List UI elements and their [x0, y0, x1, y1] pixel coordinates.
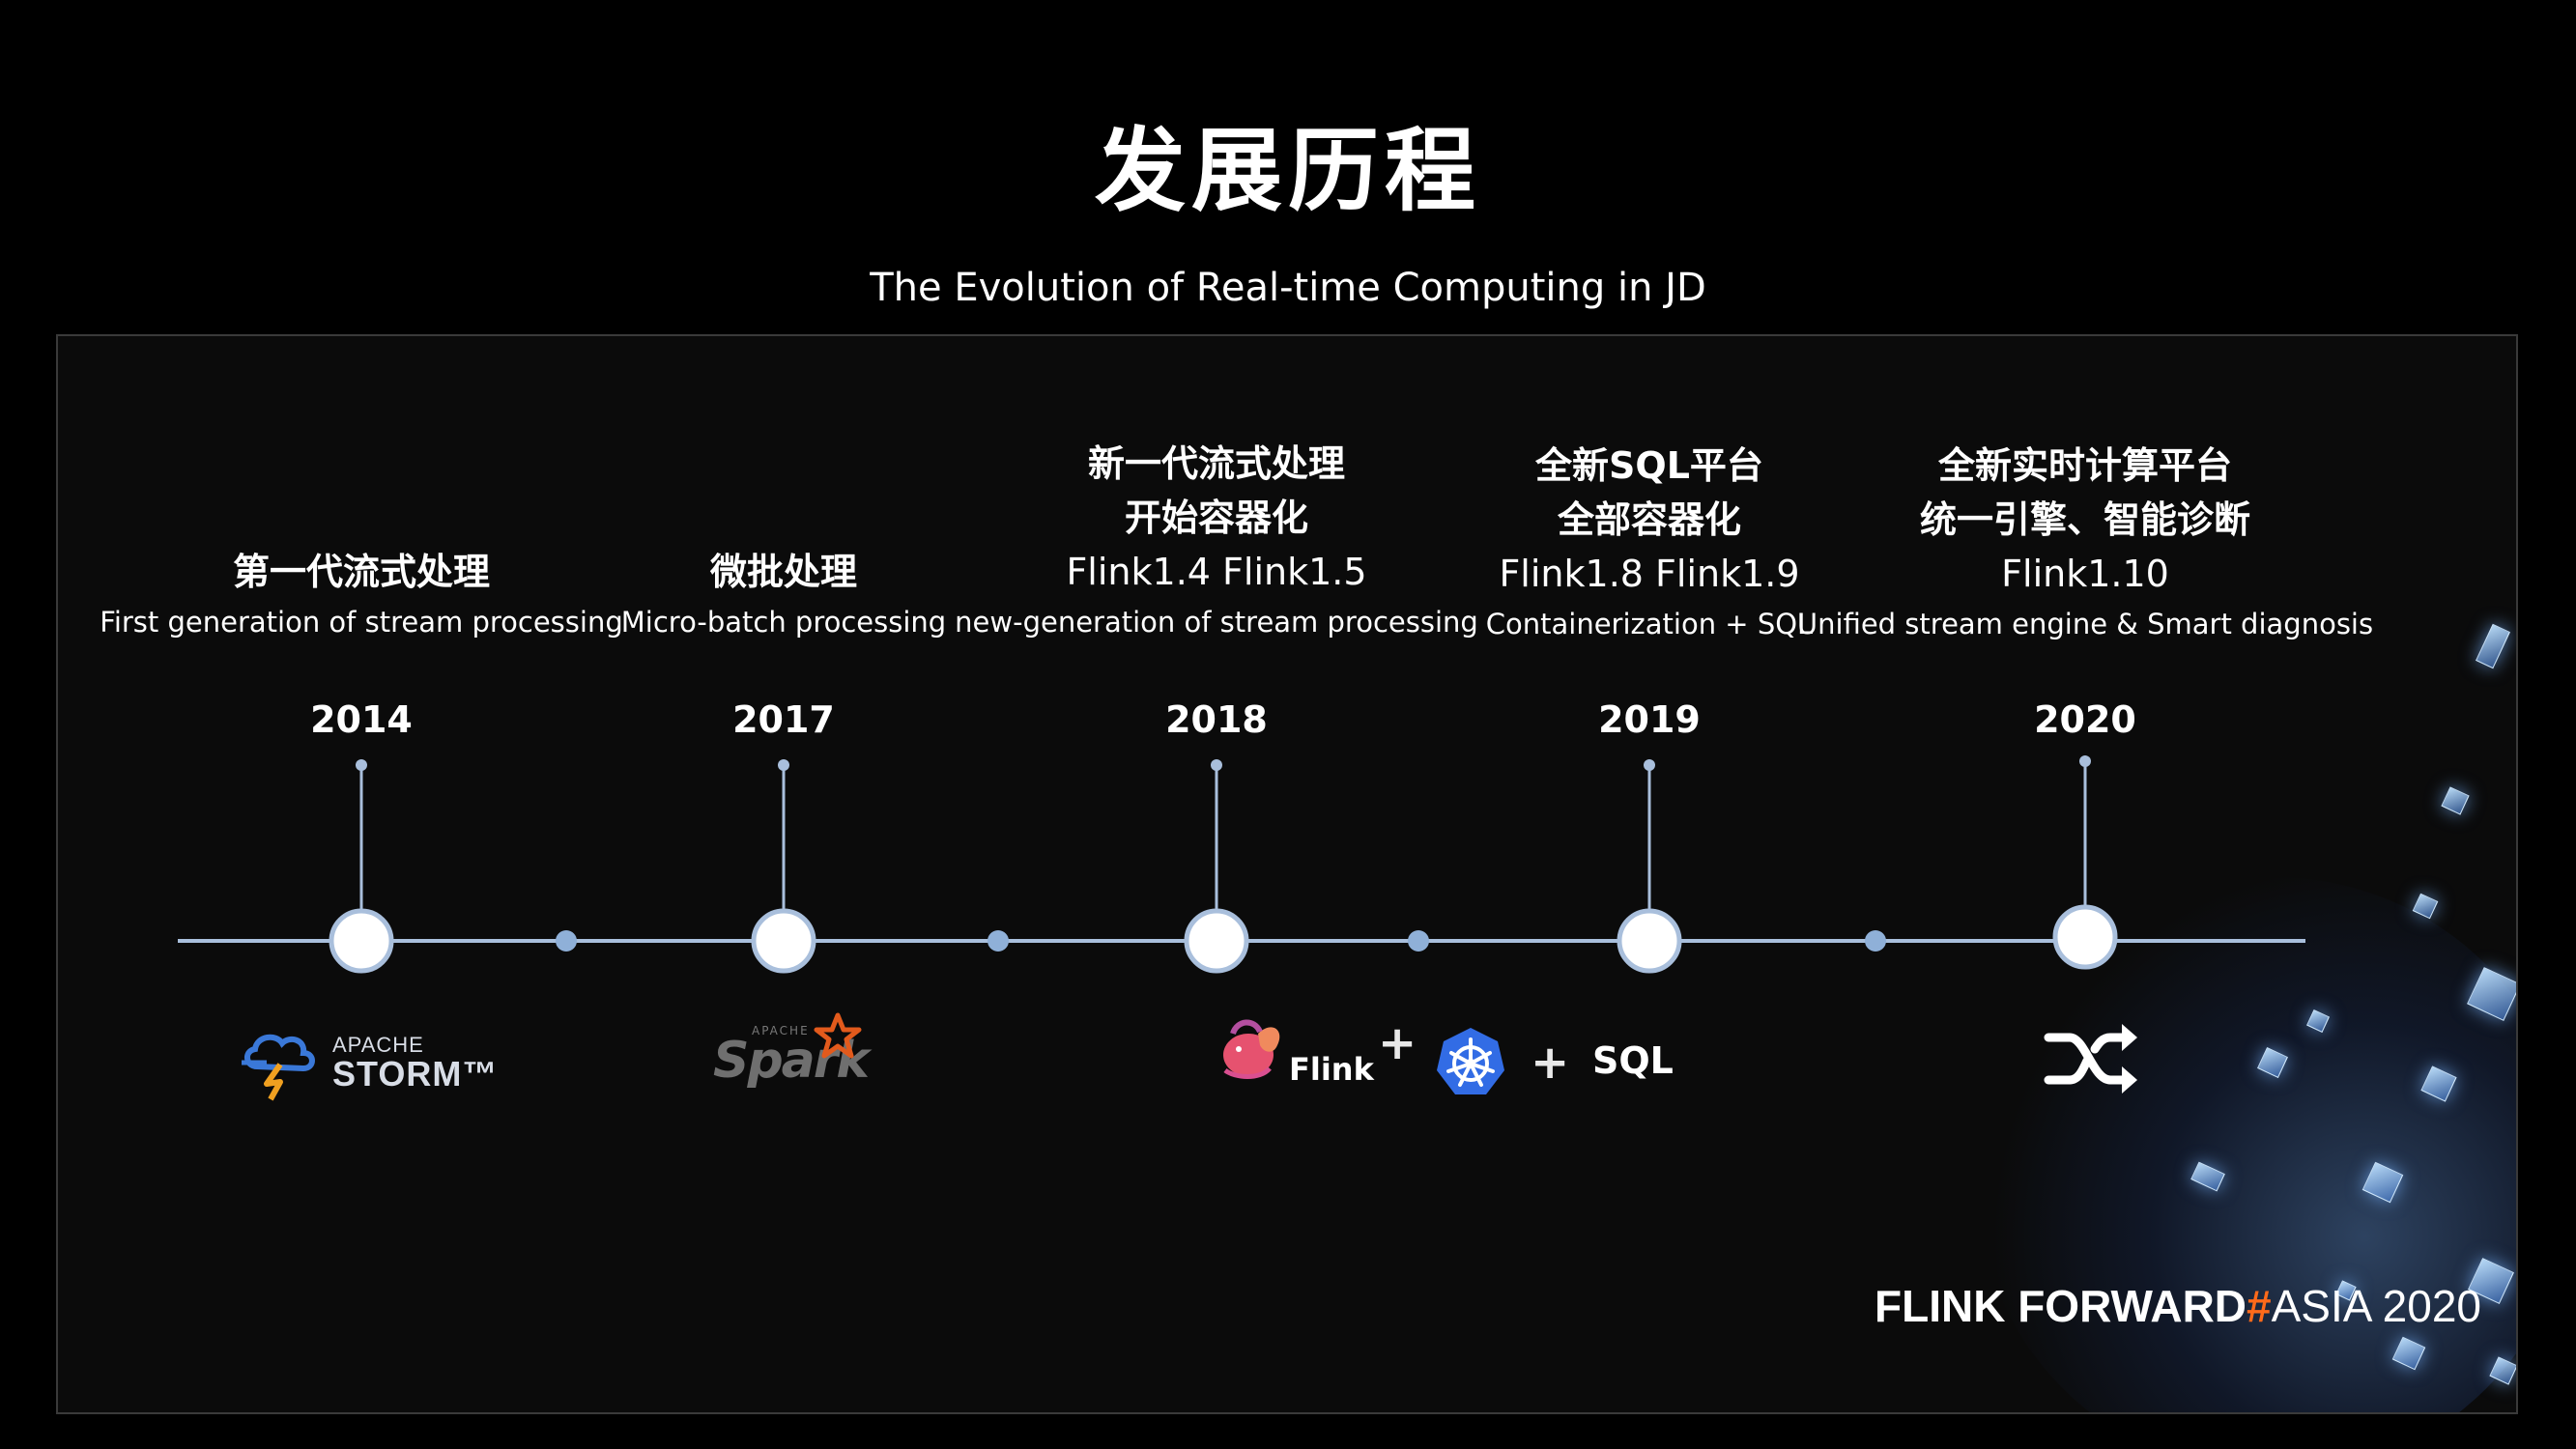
- milestone-zh-line: 新一代流式处理: [1087, 442, 1345, 485]
- milestone-2018-text: 新一代流式处理 开始容器化 Flink1.4 Flink1.5 new-gene…: [946, 437, 1487, 643]
- milestone-year: 2020: [2034, 698, 2136, 741]
- kubernetes-icon: [1437, 1028, 1504, 1094]
- milestone-version: Flink1.4 Flink1.5: [1066, 551, 1367, 593]
- milestone-en: First generation of stream processing: [100, 606, 623, 639]
- spark-star-icon: [814, 1012, 862, 1059]
- plus-sign: +: [1378, 1016, 1417, 1070]
- plus-sign: +: [1531, 1036, 1570, 1090]
- milestone-version: Flink1.10: [2001, 553, 2169, 595]
- milestone-zh-line: 第一代流式处理: [232, 551, 490, 593]
- spark-apache-label: APACHE: [752, 1024, 810, 1037]
- milestone-2019-text: 全新SQL平台 全部容器化 Flink1.8 Flink1.9 Containe…: [1379, 439, 1920, 645]
- milestone-zh-line: 全新SQL平台: [1535, 444, 1763, 487]
- shuffle-icon: [2044, 1024, 2137, 1094]
- timeline-stem-dot: [1211, 759, 1222, 771]
- sql-label: SQL: [1592, 1039, 1674, 1082]
- milestone-en: Unified stream engine & Smart diagnosis: [1796, 608, 2374, 640]
- milestone-year: 2019: [1598, 698, 1701, 741]
- storm-word: STORM™: [332, 1054, 499, 1094]
- timeline-node: [1617, 908, 1682, 974]
- timeline-graphic: [178, 755, 2305, 974]
- page-title: 发展历程: [1094, 119, 1481, 224]
- timeline-stem-dot: [356, 759, 367, 771]
- timeline-small-dot: [556, 930, 577, 952]
- timeline-stem-dot: [778, 759, 789, 771]
- timeline-node: [1184, 908, 1249, 974]
- storm-logo-text: APACHE STORM™: [332, 1034, 498, 1092]
- brand-flink: FLINK: [1875, 1281, 2006, 1331]
- timeline-node: [2052, 904, 2118, 970]
- milestone-2014-text: 第一代流式处理 First generation of stream proce…: [91, 545, 632, 643]
- page-subtitle: The Evolution of Real-time Computing in …: [870, 266, 1706, 310]
- timeline-stem-dot: [2079, 755, 2091, 767]
- timeline-node: [329, 908, 394, 974]
- timeline-node: [751, 908, 816, 974]
- flink-squirrel-icon: [1223, 1019, 1280, 1079]
- timeline-small-dot: [1408, 930, 1429, 952]
- milestone-en: new-generation of stream processing: [955, 606, 1478, 639]
- event-brand: FLINK FORWARD#ASIA 2020: [1875, 1279, 2481, 1333]
- brand-hash: #: [2247, 1281, 2272, 1331]
- milestone-zh-line: 统一引擎、智能诊断: [1919, 498, 2250, 541]
- brand-asia: ASIA 2020: [2271, 1281, 2482, 1331]
- milestone-zh-line: 全部容器化: [1557, 498, 1741, 541]
- timeline-panel: 第一代流式处理 First generation of stream proce…: [56, 334, 2518, 1414]
- milestone-zh-line: 全新实时计算平台: [1937, 444, 2232, 487]
- milestone-year: 2018: [1165, 698, 1268, 741]
- milestone-zh-line: 开始容器化: [1124, 497, 1308, 539]
- milestone-2017-text: 微批处理 Micro-batch processing: [513, 545, 1054, 643]
- milestone-zh-line: 微批处理: [709, 551, 857, 593]
- timeline-stem-dot: [1644, 759, 1655, 771]
- brand-forward: FORWARD: [2018, 1281, 2247, 1331]
- storm-apache-label: APACHE: [332, 1033, 424, 1057]
- timeline-small-dot: [1865, 930, 1886, 952]
- timeline-small-dot: [987, 930, 1009, 952]
- milestone-2020-text: 全新实时计算平台 统一引擎、智能诊断 Flink1.10 Unified str…: [1776, 439, 2394, 645]
- milestone-year: 2014: [310, 698, 413, 741]
- flink-word: Flink: [1289, 1051, 1374, 1088]
- milestone-en: Containerization + SQL: [1485, 608, 1814, 640]
- milestone-version: Flink1.8 Flink1.9: [1499, 553, 1800, 595]
- milestone-year: 2017: [732, 698, 835, 741]
- background-glow: [1975, 877, 2516, 1412]
- milestone-en: Micro-batch processing: [620, 606, 947, 639]
- storm-logo-icon: [242, 1034, 315, 1101]
- spark-word: Spark: [713, 1032, 870, 1090]
